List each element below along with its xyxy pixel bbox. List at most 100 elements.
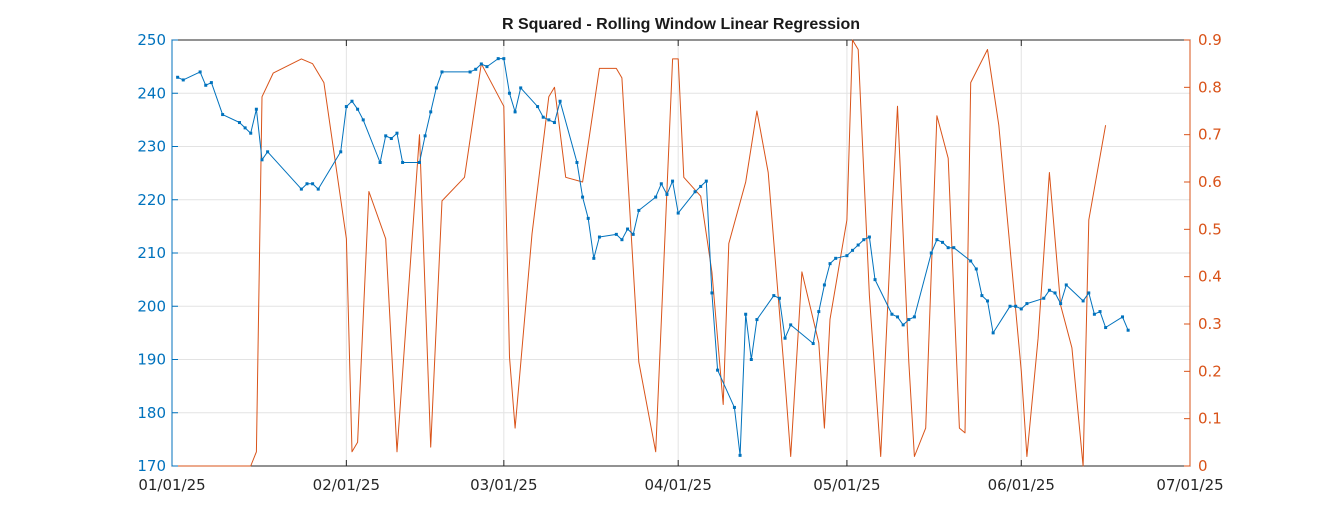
y-right-tick-label: 0 — [1198, 457, 1208, 475]
data-point — [907, 318, 911, 322]
data-point — [631, 232, 635, 236]
x-tick-label: 03/01/25 — [470, 476, 537, 494]
data-point — [541, 115, 545, 119]
data-point — [485, 65, 489, 69]
data-point — [929, 251, 933, 255]
y-right-tick-label: 0.7 — [1198, 126, 1222, 144]
data-point — [299, 187, 303, 191]
data-point — [991, 331, 995, 335]
data-point — [693, 190, 697, 194]
y-left-tick-label: 230 — [137, 138, 166, 156]
data-point — [896, 315, 900, 319]
data-point — [429, 110, 433, 114]
data-point — [704, 179, 708, 183]
data-point — [221, 113, 225, 117]
data-point — [344, 105, 348, 109]
x-tick-label: 05/01/25 — [813, 476, 880, 494]
data-point — [1064, 283, 1068, 287]
data-point — [558, 99, 562, 103]
data-point — [519, 86, 523, 90]
y-right-tick-label: 0.5 — [1198, 220, 1222, 238]
data-point — [969, 259, 973, 263]
data-point — [266, 150, 270, 154]
data-point — [417, 160, 421, 164]
data-point — [890, 312, 894, 316]
data-point — [260, 158, 264, 162]
data-point — [356, 107, 360, 111]
data-point — [384, 134, 388, 138]
data-point — [946, 246, 950, 250]
data-point — [817, 310, 821, 314]
data-point — [822, 283, 826, 287]
data-point — [1104, 326, 1108, 330]
data-point — [941, 240, 945, 244]
y-left-tick-label: 240 — [137, 84, 166, 102]
data-point — [952, 246, 956, 250]
data-point — [772, 294, 776, 298]
data-point — [249, 131, 253, 135]
x-tick-label: 06/01/25 — [988, 476, 1055, 494]
data-point — [659, 182, 663, 186]
data-point — [1059, 302, 1063, 306]
data-point — [254, 107, 258, 111]
data-point — [828, 262, 832, 266]
y-left-tick-label: 250 — [137, 31, 166, 49]
data-point — [654, 195, 658, 199]
data-point — [665, 192, 669, 196]
data-point — [744, 312, 748, 316]
data-point — [237, 121, 241, 125]
data-point — [1042, 296, 1046, 300]
x-tick-label: 01/01/25 — [138, 476, 205, 494]
data-point — [626, 227, 630, 231]
data-point — [198, 70, 202, 74]
data-point — [581, 195, 585, 199]
data-point — [1025, 302, 1029, 306]
data-point — [339, 150, 343, 154]
data-point — [749, 358, 753, 361]
data-point — [1092, 312, 1096, 316]
series-line-right — [172, 39, 1107, 467]
data-point — [586, 216, 590, 220]
data-point — [620, 238, 624, 242]
data-point — [671, 179, 675, 183]
data-point — [361, 118, 365, 122]
data-point — [389, 137, 393, 141]
data-point — [401, 160, 405, 164]
data-point — [479, 62, 483, 66]
data-point — [912, 315, 916, 319]
data-point — [862, 238, 866, 242]
data-point — [1014, 304, 1018, 308]
data-point — [474, 67, 478, 71]
data-point — [507, 91, 511, 95]
x-tick-label: 04/01/25 — [645, 476, 712, 494]
y-left-tick-label: 210 — [137, 244, 166, 262]
data-point — [783, 336, 787, 340]
data-point — [856, 243, 860, 247]
y-left-tick-label: 170 — [137, 457, 166, 475]
data-point — [575, 160, 579, 164]
y-right-tick-label: 0.6 — [1198, 173, 1222, 191]
data-point — [845, 254, 849, 258]
data-point — [1126, 328, 1130, 332]
data-point — [811, 342, 815, 346]
data-point — [974, 267, 978, 271]
data-point — [755, 318, 759, 322]
data-point — [777, 296, 781, 300]
data-point — [305, 182, 309, 186]
data-point — [496, 57, 500, 61]
series-line-left — [177, 58, 1129, 456]
data-point — [789, 323, 793, 327]
data-point — [440, 70, 444, 74]
data-point — [181, 78, 185, 82]
data-point — [834, 256, 838, 260]
data-point — [738, 453, 742, 457]
data-point — [395, 131, 399, 135]
series-layer — [172, 39, 1130, 467]
data-point — [710, 291, 714, 295]
data-point — [423, 134, 427, 138]
data-point — [1053, 291, 1057, 295]
data-point — [204, 83, 208, 87]
data-point — [468, 70, 472, 74]
data-point — [513, 110, 517, 114]
